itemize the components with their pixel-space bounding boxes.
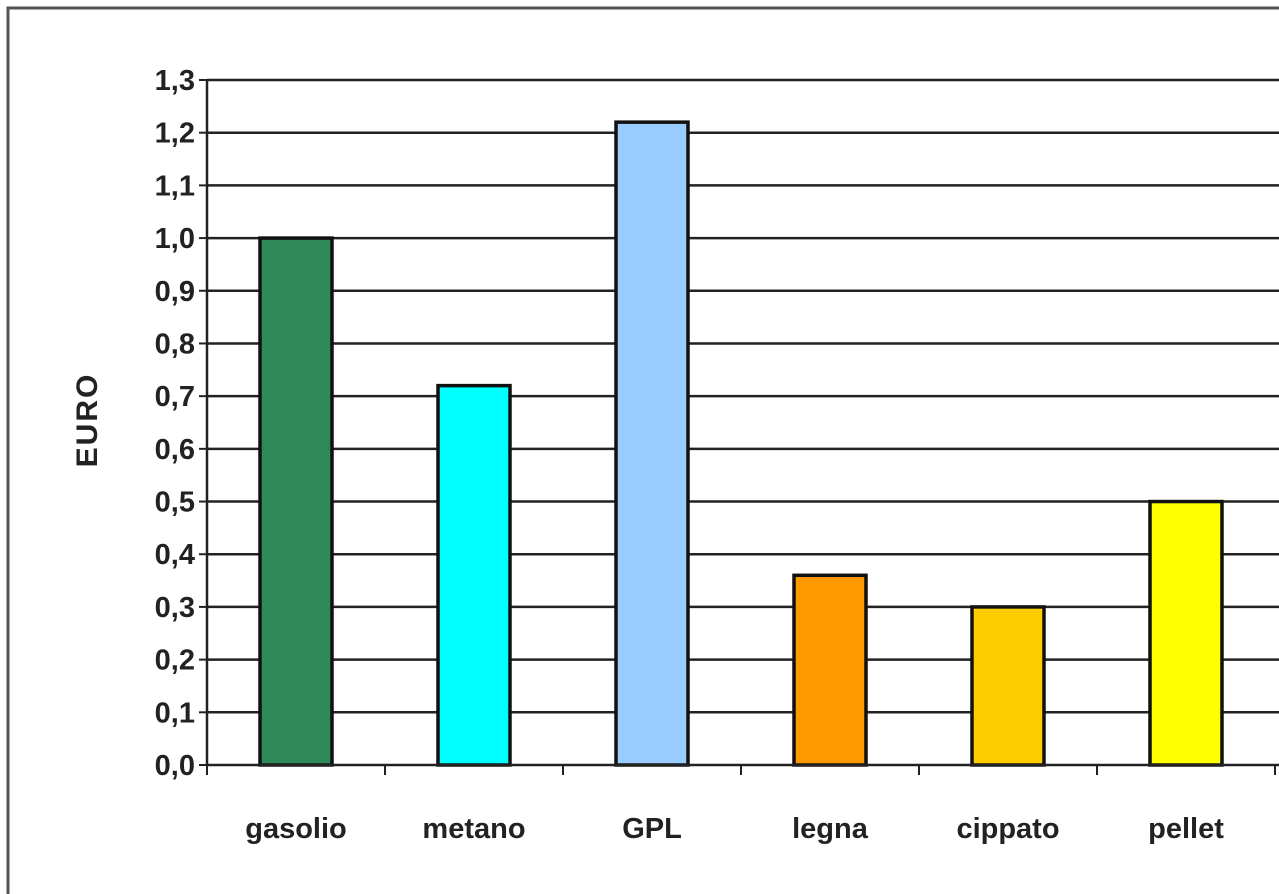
y-tick-label: 0,2 (155, 645, 195, 677)
y-tick-label: 0,6 (155, 434, 195, 466)
bars (258, 120, 1224, 767)
y-tick-label: 0,0 (155, 750, 195, 782)
y-tick-label: 0,4 (155, 539, 195, 571)
x-tick-label: cippato (956, 813, 1059, 845)
x-axis-ticks: gasolio metano GPL legna cippato pellet (206, 765, 1276, 845)
x-tick-label: pellet (1148, 813, 1224, 845)
y-tick-label: 0,3 (155, 592, 195, 624)
bar-gpl (614, 120, 690, 767)
y-tick-label: 1,1 (155, 170, 195, 202)
x-tick-label: gasolio (245, 813, 347, 845)
bar-pellet (1148, 499, 1224, 767)
y-tick-label: 1,0 (155, 223, 195, 255)
y-axis-ticks: 0,0 0,1 0,2 0,3 0,4 0,5 0,6 0,7 0,8 0,9 1,0 1,1 1,2 1… (155, 65, 207, 782)
y-tick-label: 1,2 (155, 118, 195, 150)
y-tick-label: 0,9 (155, 276, 195, 308)
y-axis-title: EURO (71, 373, 104, 468)
x-tick-label: metano (422, 813, 525, 845)
y-tick-label: 0,5 (155, 487, 195, 519)
gridlines (207, 78, 1279, 714)
bar-metano (436, 383, 512, 767)
y-tick-label: 1,3 (155, 65, 195, 97)
bar-legna (792, 573, 868, 767)
x-tick-label: legna (792, 813, 869, 845)
y-tick-label: 0,7 (155, 381, 195, 413)
y-tick-label: 0,8 (155, 328, 195, 360)
x-tick-label: GPL (622, 813, 682, 845)
bar-gasolio (258, 236, 334, 767)
y-tick-label: 0,1 (155, 697, 195, 729)
bar-cippato (970, 605, 1046, 767)
